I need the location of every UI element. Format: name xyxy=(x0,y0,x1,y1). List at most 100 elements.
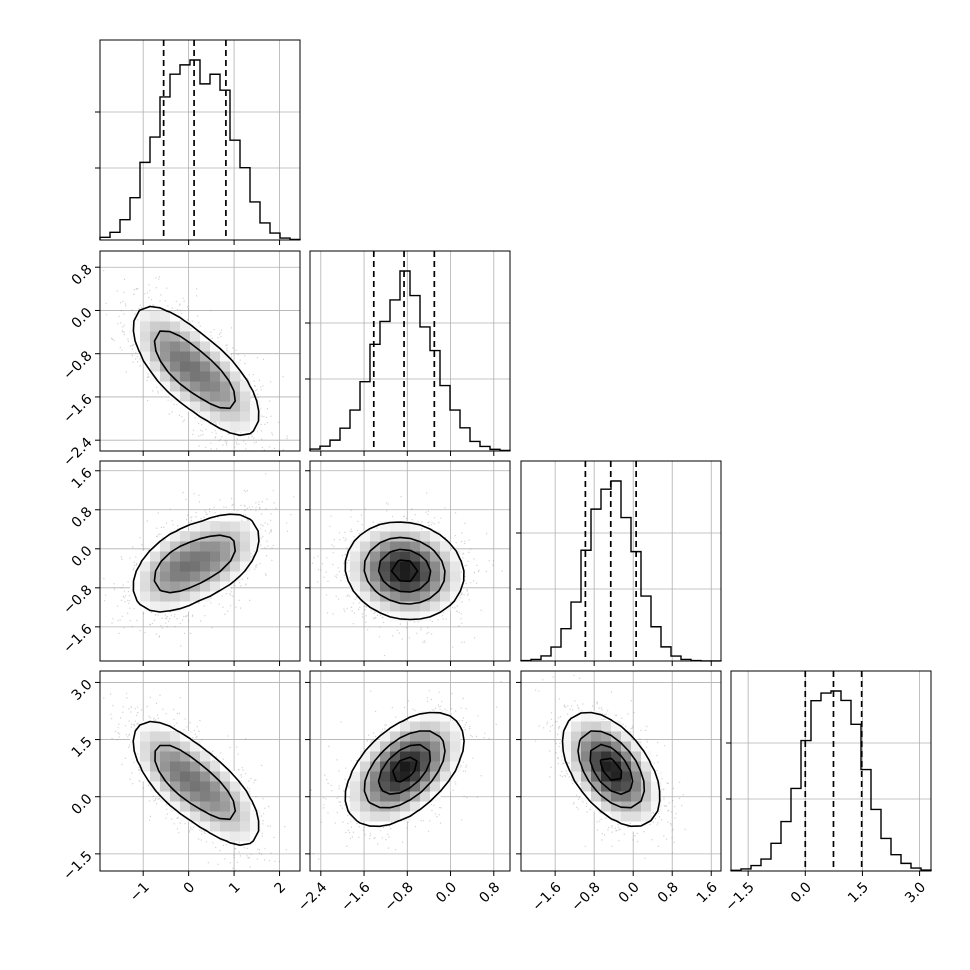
density-cell xyxy=(561,741,572,752)
density-cell xyxy=(170,351,181,362)
density-cell xyxy=(450,551,461,562)
density-cell xyxy=(160,351,171,362)
density-cell xyxy=(170,601,181,612)
density-cell xyxy=(230,781,241,792)
density-cell xyxy=(200,521,211,532)
density-cell xyxy=(440,581,451,592)
density-cell xyxy=(160,731,171,742)
density-cell xyxy=(140,761,151,772)
density-cell xyxy=(380,601,391,612)
density-cell xyxy=(240,831,251,842)
density-cell xyxy=(170,381,181,392)
density-cell xyxy=(230,791,241,802)
density-cell xyxy=(180,781,191,792)
density-cell xyxy=(631,801,642,812)
density-cell xyxy=(240,381,251,392)
density-cell xyxy=(150,721,161,732)
density-cell xyxy=(410,741,421,752)
density-cell xyxy=(380,591,391,602)
y-tick-label: −1.6 xyxy=(60,391,95,426)
density-cell xyxy=(220,391,231,402)
density-cell xyxy=(170,531,181,542)
density-cell xyxy=(160,771,171,782)
contour-level-0 xyxy=(344,711,465,828)
density-cell xyxy=(230,521,241,532)
density-cell xyxy=(450,591,461,602)
density-cell xyxy=(170,341,181,352)
density-cell xyxy=(380,521,391,532)
density-cell xyxy=(400,721,411,732)
density-cell xyxy=(410,571,421,582)
density-cell xyxy=(591,731,602,742)
density-cell xyxy=(150,361,161,372)
panel-content xyxy=(100,461,300,661)
density-cell xyxy=(230,361,241,372)
density-cell xyxy=(190,781,201,792)
density-cell xyxy=(200,811,211,822)
density-cell xyxy=(621,781,632,792)
density-cell xyxy=(200,581,211,592)
contour-level-0 xyxy=(561,711,661,828)
density-cell xyxy=(190,391,201,402)
density-cell xyxy=(220,411,231,422)
density-cell xyxy=(220,791,231,802)
density-cell xyxy=(220,521,231,532)
density-cell xyxy=(360,771,371,782)
density-cell xyxy=(430,741,441,752)
density-cell xyxy=(420,741,431,752)
density-cell xyxy=(581,741,592,752)
density-cell xyxy=(581,731,592,742)
density-cell xyxy=(160,581,171,592)
histogram-step xyxy=(309,270,511,452)
density-cell xyxy=(180,791,191,802)
density-cell xyxy=(440,721,451,732)
histogram-panel-1 xyxy=(305,250,511,456)
density-cell xyxy=(380,791,391,802)
density-cell xyxy=(220,821,231,832)
density-cell xyxy=(140,731,151,742)
density-cell xyxy=(220,811,231,822)
density-cell xyxy=(390,811,401,822)
density-cell xyxy=(390,521,401,532)
density-cell xyxy=(170,561,181,572)
density-cell xyxy=(220,771,231,782)
density-cell xyxy=(571,751,582,762)
density-cell xyxy=(200,401,211,412)
density-cell xyxy=(220,781,231,792)
density-cell xyxy=(150,311,161,322)
density-cell xyxy=(150,781,161,792)
density-cell xyxy=(571,731,582,742)
density-cell xyxy=(611,811,622,822)
density-cell xyxy=(380,781,391,792)
density-cell xyxy=(240,401,251,412)
histogram-step xyxy=(99,59,301,241)
density-cell xyxy=(200,341,211,352)
density-cell xyxy=(581,721,592,732)
density-cell xyxy=(360,801,371,812)
density-cell xyxy=(350,801,361,812)
density-cell xyxy=(150,731,161,742)
density-cell xyxy=(420,771,431,782)
density-cell xyxy=(180,551,191,562)
x-tick-label: 1.5 xyxy=(845,879,872,906)
density-cell xyxy=(160,751,171,762)
density-cell xyxy=(150,351,161,362)
panel-content xyxy=(310,461,510,661)
density-cell xyxy=(390,531,401,542)
density-cell xyxy=(130,331,141,342)
density-cell xyxy=(601,791,612,802)
density-cell xyxy=(140,351,151,362)
density-cell xyxy=(611,751,622,762)
density-cell xyxy=(380,751,391,762)
panel-frame xyxy=(309,670,511,872)
density-cell xyxy=(400,551,411,562)
density-cell xyxy=(390,551,401,562)
density-cell xyxy=(150,371,161,382)
density-cell xyxy=(390,791,401,802)
y-tick-label: −0.8 xyxy=(60,582,95,617)
density-cell xyxy=(390,541,401,552)
density-cell xyxy=(380,771,391,782)
density-cell xyxy=(200,541,211,552)
density-cell xyxy=(601,761,612,772)
